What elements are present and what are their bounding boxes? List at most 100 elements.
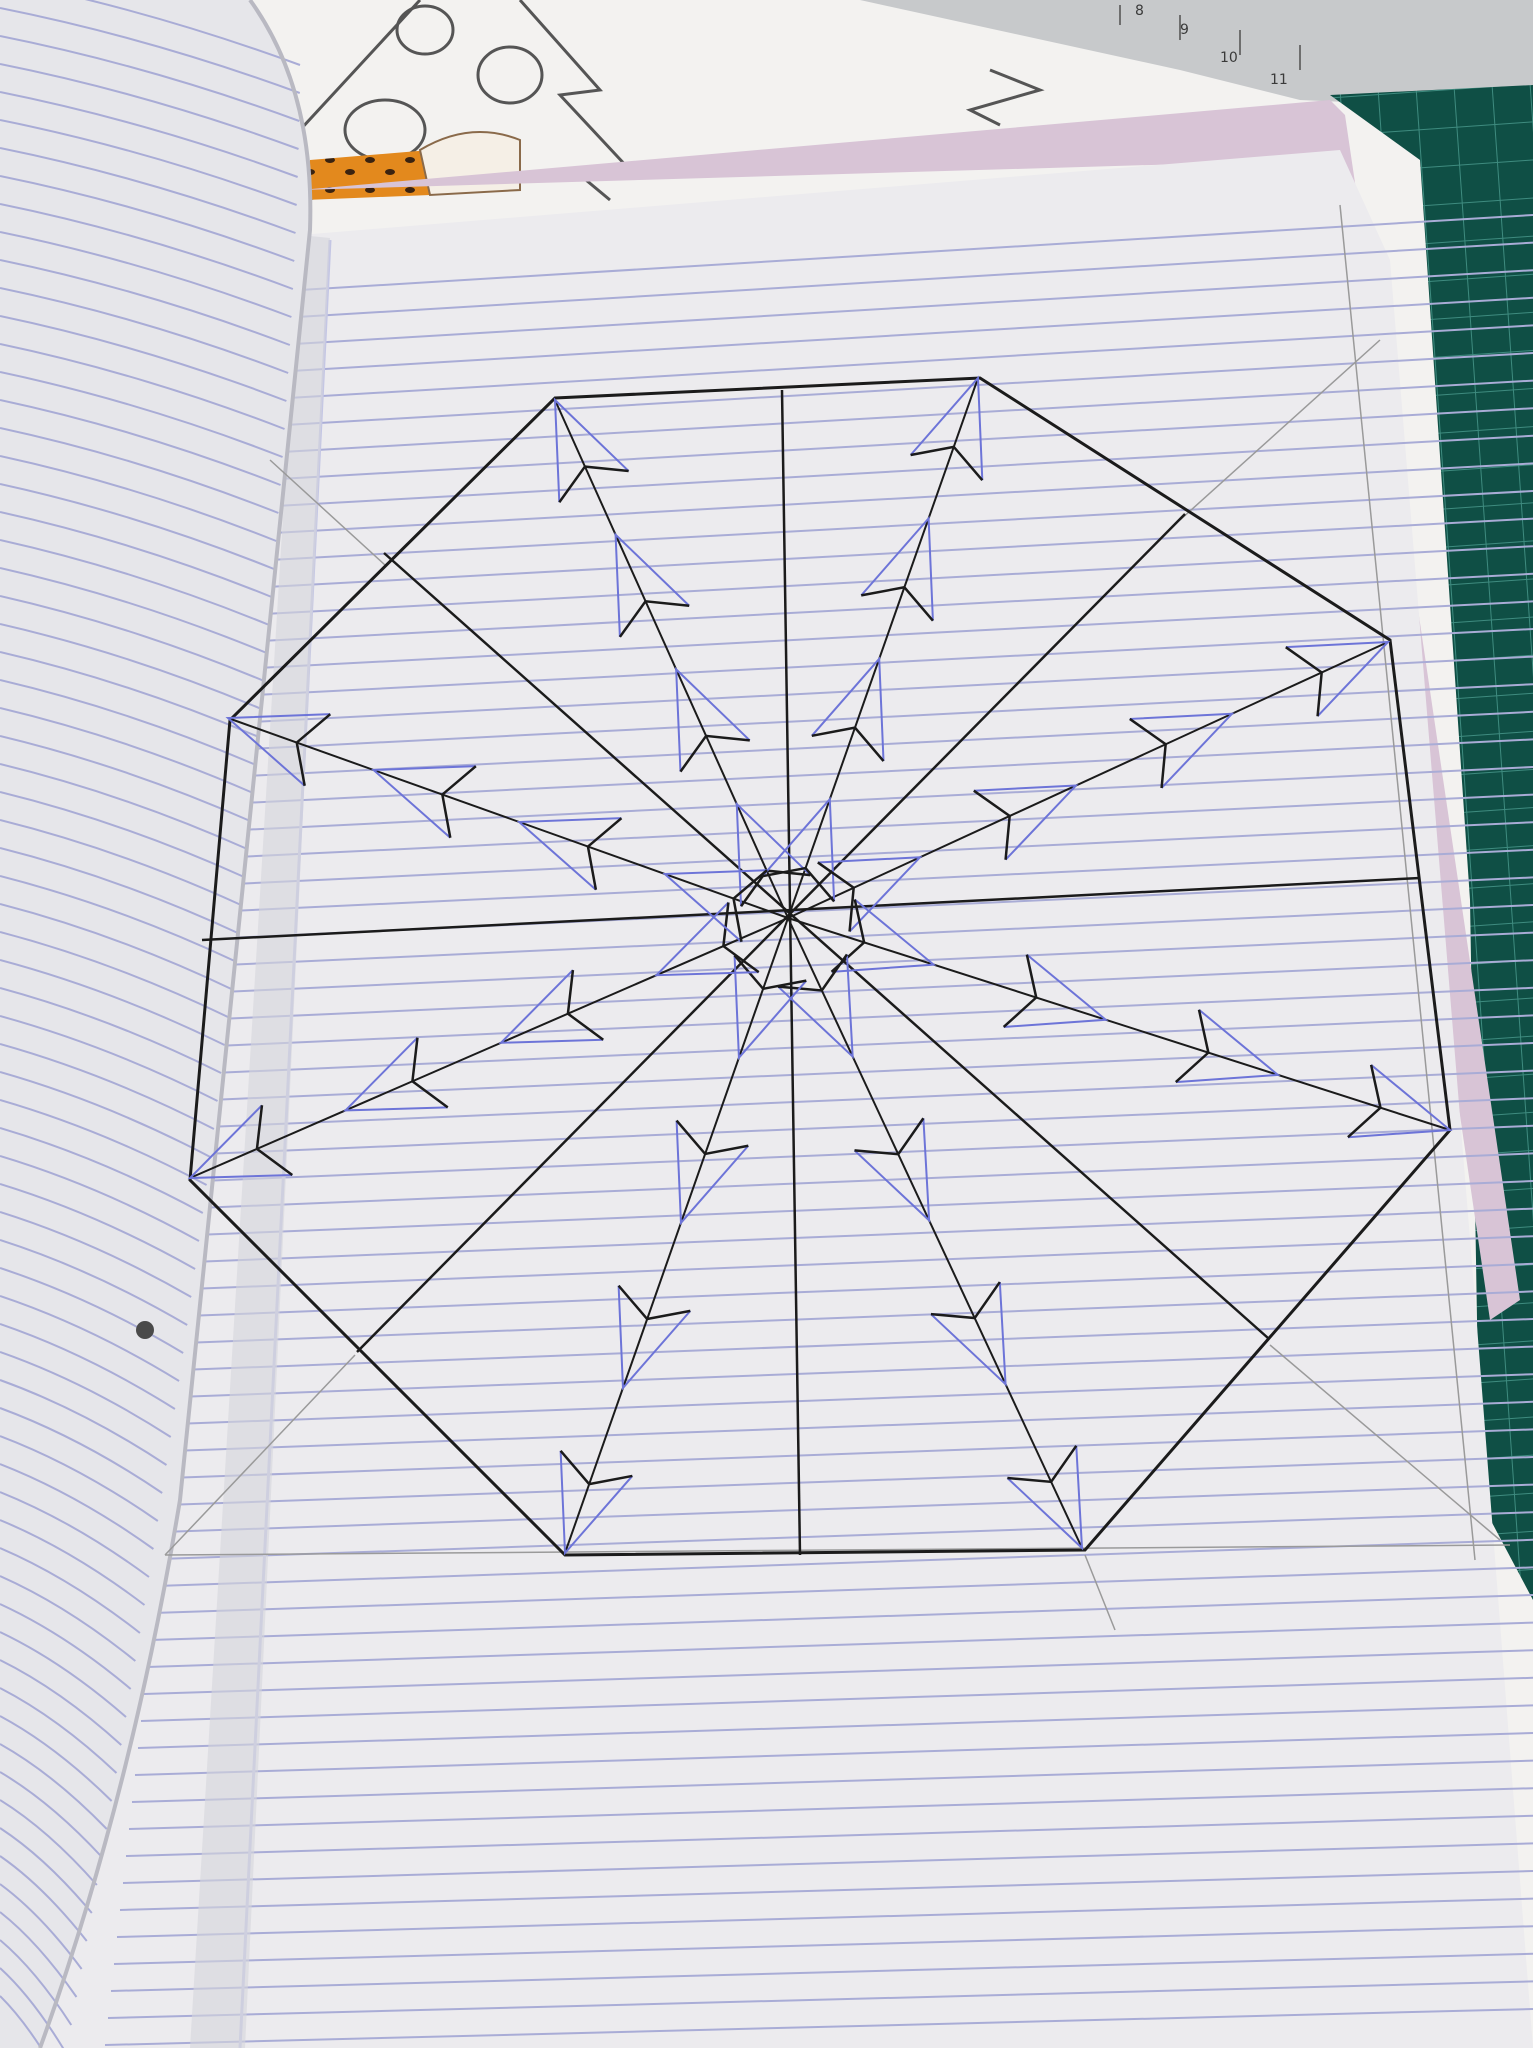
arrow-notch-black <box>558 465 629 503</box>
arrow-notch-black <box>559 1449 633 1486</box>
arrow-notch-black <box>1174 1009 1210 1084</box>
construction-lines <box>164 204 1511 1631</box>
ruled-line <box>182 1290 1533 1344</box>
left-ruled-line <box>0 1575 136 1662</box>
ruled-line <box>206 1069 1533 1128</box>
arrow-head-blue <box>761 796 836 902</box>
binder-hole <box>136 1321 154 1339</box>
star-ray <box>554 399 789 919</box>
left-ruled-line <box>0 1855 88 1942</box>
arrow-notch-black <box>930 1281 1001 1320</box>
ruled-line <box>197 1152 1533 1209</box>
ruled-line <box>287 324 1533 399</box>
ruled-line <box>179 1318 1533 1371</box>
ruled-line <box>116 1897 1533 1938</box>
ruler-digit: 10 <box>1220 50 1238 66</box>
ruled-line <box>254 628 1533 696</box>
left-ruled-line <box>0 35 300 122</box>
arrow-head-blue <box>225 713 331 787</box>
arrow-head-blue <box>860 515 934 621</box>
arrow-notch-black <box>817 861 855 932</box>
left-ruled-line <box>0 455 277 542</box>
left-ruled-line <box>0 1211 192 1298</box>
ruled-line <box>137 1704 1533 1749</box>
left-ruled-line <box>0 1799 98 1886</box>
arrow-head-blue <box>662 869 768 943</box>
arrow-head-blue <box>516 817 622 891</box>
ruled-line <box>233 821 1533 885</box>
star-ray <box>787 917 1451 1131</box>
left-ruled-line <box>0 287 289 374</box>
left-ruled-line <box>0 7 301 94</box>
left-ruled-line <box>0 203 294 290</box>
ruled-line <box>188 1235 1533 1290</box>
arrow-notch-black <box>618 599 690 638</box>
arrow-notch-black <box>722 902 760 974</box>
left-ruled-line <box>0 1043 215 1130</box>
ruled-line <box>290 296 1533 372</box>
arrow-notch-black <box>411 1037 449 1109</box>
left-ruled-line <box>0 987 222 1074</box>
left-ruled-line <box>0 63 299 150</box>
ruled-line <box>113 1925 1533 1965</box>
arrow-notch-black <box>1347 1064 1382 1139</box>
ruled-line <box>131 1759 1533 1803</box>
arrow-head-blue <box>1006 1445 1084 1551</box>
left-ruled-line <box>0 651 260 738</box>
arrow-head-blue <box>1347 1064 1453 1139</box>
arrow-head-blue <box>909 375 984 481</box>
left-ruled-line <box>0 1939 73 2026</box>
left-ruled-line <box>0 1323 176 1410</box>
ruled-line <box>224 904 1533 966</box>
left-ruled-line <box>0 1099 208 1186</box>
ruled-line <box>257 600 1533 669</box>
ruled-line <box>119 1870 1533 1911</box>
ruled-line <box>167 1428 1533 1479</box>
ruled-line <box>200 1124 1533 1182</box>
ruler-digit: 9 <box>1180 22 1189 38</box>
star-ray <box>227 717 789 919</box>
arrow-notch-black <box>617 1284 691 1321</box>
left-ruled-line <box>0 847 239 934</box>
ruled-line <box>164 1456 1533 1506</box>
ruled-line <box>170 1400 1533 1452</box>
octagon-outline <box>188 376 1452 1557</box>
arrow-notch-black <box>295 713 332 786</box>
ruled-line <box>212 1014 1533 1074</box>
left-page-ruled-lines <box>0 0 301 2048</box>
left-ruled-line <box>0 903 232 990</box>
left-ruled-line <box>0 1071 211 1158</box>
left-ruled-line <box>0 875 236 962</box>
arrow-head-blue <box>973 784 1079 861</box>
left-ruled-line <box>0 1407 163 1494</box>
ruled-line <box>173 1373 1533 1425</box>
star-ray <box>787 917 1083 1549</box>
ruled-line <box>293 269 1533 345</box>
octagon-grid-lines <box>201 389 1421 1556</box>
left-ruled-line <box>0 1239 188 1326</box>
left-ruled-line <box>0 119 297 206</box>
left-ruled-line <box>0 623 262 710</box>
left-ruled-line <box>0 1631 127 1718</box>
ruled-line <box>272 462 1533 534</box>
left-ruled-line <box>0 1379 168 1466</box>
ruled-line <box>266 517 1533 588</box>
left-ruled-line <box>0 147 296 234</box>
ruled-line <box>122 1842 1533 1884</box>
arrow-head-blue <box>559 1450 634 1556</box>
arrow-notch-black <box>762 866 836 903</box>
arrow-head-blue <box>831 898 937 973</box>
left-ruled-line <box>0 1715 113 1802</box>
left-ruled-line <box>0 399 281 486</box>
ruled-line <box>107 1980 1533 2019</box>
arrow-head-blue <box>675 666 751 772</box>
arrow-notch-black <box>732 869 768 942</box>
arrow-notch-black <box>566 969 604 1041</box>
ruled-line <box>215 986 1533 1047</box>
left-ruled-line <box>0 1015 218 1102</box>
left-ruled-line <box>0 735 251 822</box>
arrow-head-blue <box>653 901 759 977</box>
ruled-line <box>278 407 1533 480</box>
left-ruled-line <box>0 175 295 262</box>
left-ruled-line <box>0 259 291 346</box>
